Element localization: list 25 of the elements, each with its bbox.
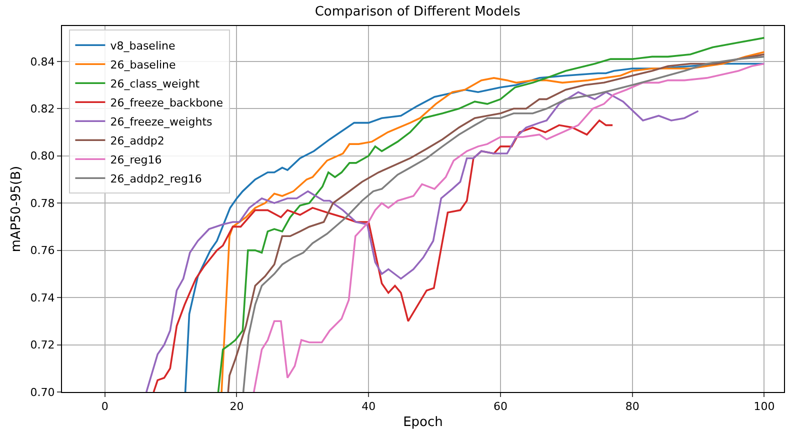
x-tick-label: 40 [362, 400, 376, 414]
x-tick-label: 20 [230, 400, 244, 414]
legend-label: 26_addp2_reg16 [110, 172, 202, 186]
legend-label: 26_freeze_backbone [110, 96, 224, 110]
legend-label: 26_freeze_weights [110, 115, 213, 128]
y-tick-label: 0.82 [30, 102, 55, 116]
y-tick-label: 0.72 [30, 338, 55, 352]
chart-title: Comparison of Different Models [314, 4, 521, 20]
legend-label: 26_baseline [110, 58, 176, 72]
legend-label: 26_class_weight [110, 77, 200, 90]
y-axis-title: mAP50-95(B) [9, 166, 24, 252]
x-tick-label: 0 [101, 400, 108, 414]
x-tick-label: 60 [493, 400, 508, 414]
x-tick-label: 80 [625, 400, 640, 414]
y-tick-label: 0.78 [30, 196, 55, 210]
legend-label: v8_baseline [110, 39, 176, 52]
legend-label: 26_reg16 [110, 153, 162, 166]
legend-label: 26_addp2 [110, 134, 164, 148]
y-tick-label: 0.70 [30, 386, 55, 399]
x-tick-label: 100 [754, 400, 775, 414]
y-tick-label: 0.80 [30, 150, 55, 163]
y-tick-label: 0.76 [30, 244, 55, 258]
y-tick-label: 0.84 [30, 55, 55, 68]
x-axis-title: Epoch [403, 414, 443, 430]
y-tick-label: 0.74 [30, 291, 55, 304]
